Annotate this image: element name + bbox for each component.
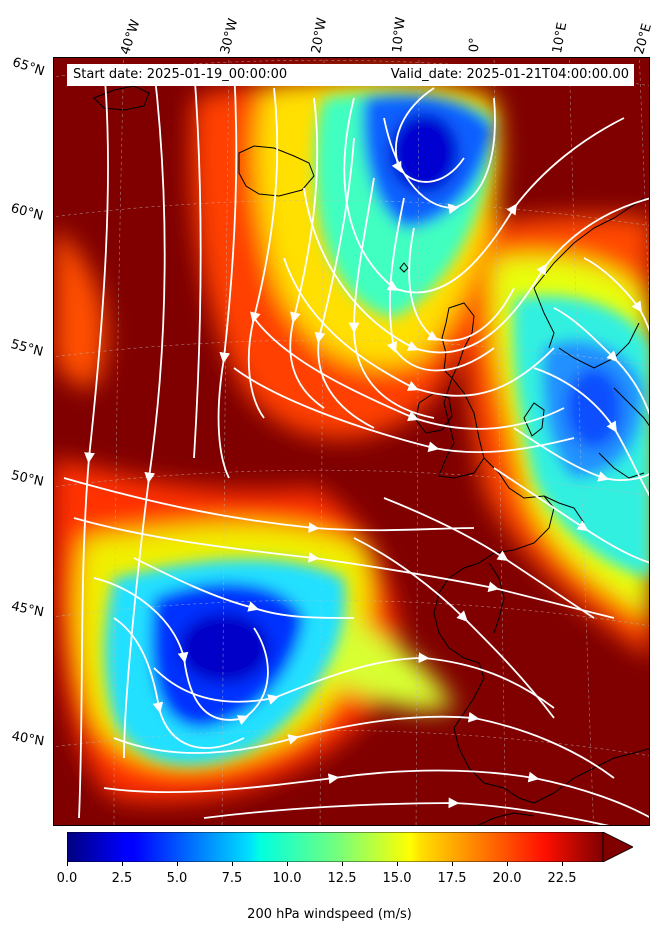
colorbar-tick-label: 17.5 — [437, 871, 467, 886]
colorbar-tick-label: 7.5 — [221, 871, 243, 886]
mediterranean-coast — [533, 748, 649, 804]
france-coast — [488, 562, 505, 634]
colorbar-tick-label: 15.0 — [382, 871, 412, 886]
colorbar-tick — [452, 862, 453, 866]
colorbar-gradient — [67, 832, 604, 862]
map-panel[interactable] — [53, 57, 650, 826]
colorbar-tick — [397, 862, 398, 866]
lon-label-20e: 20°E — [632, 21, 656, 57]
lon-label-30w: 30°W — [218, 17, 242, 56]
greenland-coast — [93, 85, 150, 111]
colorbar-tick — [232, 862, 233, 866]
iberia-coast — [453, 727, 535, 804]
colorbar-tick-label: 12.5 — [327, 871, 357, 886]
windspeed-colorbar — [67, 832, 633, 862]
lat-label-65n: 65°N — [10, 55, 47, 80]
colorbar-tick — [562, 862, 563, 866]
colorbar-tick-label: 5.0 — [166, 871, 188, 886]
lat-label-40n: 40°N — [10, 729, 46, 750]
lon-label-0: 0° — [467, 37, 483, 53]
lon-label-10w: 10°W — [390, 16, 409, 54]
colorbar-extend-arrow — [602, 832, 633, 862]
colorbar-title: 200 hPa windspeed (m/s) — [247, 907, 412, 922]
colorbar-tick — [287, 862, 288, 866]
colorbar-tick — [67, 862, 68, 866]
denmark-coast — [523, 402, 545, 437]
colorbar-tick-label: 20.0 — [492, 871, 522, 886]
lon-label-20w: 20°W — [309, 16, 331, 55]
africa-coast — [477, 812, 535, 825]
lat-label-50n: 50°N — [9, 468, 45, 490]
lat-label-60n: 60°N — [9, 201, 45, 224]
colorbar-tick — [342, 862, 343, 866]
lon-label-10e: 10°E — [550, 21, 571, 55]
colorbar-tick — [177, 862, 178, 866]
start-date-label: Start date: 2025-01-19_00:00:00 — [73, 67, 288, 82]
date-info-box: Start date: 2025-01-19_00:00:00 Valid_da… — [67, 64, 634, 86]
colorbar-tick-label: 0.0 — [56, 871, 78, 886]
britain-coast — [438, 376, 485, 479]
lon-label-40w: 40°W — [118, 17, 144, 57]
colorbar-tick — [507, 862, 508, 866]
windspeed-map[interactable] — [54, 58, 650, 826]
lat-label-45n: 45°N — [9, 599, 46, 621]
colorbar-tick-label: 2.5 — [111, 871, 133, 886]
sweden-coast — [558, 322, 640, 369]
colorbar-tick — [122, 862, 123, 866]
colorbar-tick-label: 10.0 — [272, 871, 302, 886]
valid-date-label: Valid_date: 2025-01-21T04:00:00.00 — [390, 67, 629, 82]
streamlines — [63, 67, 649, 825]
colorbar-tick-label: 22.5 — [547, 871, 577, 886]
baltic-coast — [598, 387, 649, 479]
lat-label-55n: 55°N — [9, 337, 45, 360]
windspeed-field — [54, 78, 649, 802]
iceland-coast — [238, 145, 315, 197]
